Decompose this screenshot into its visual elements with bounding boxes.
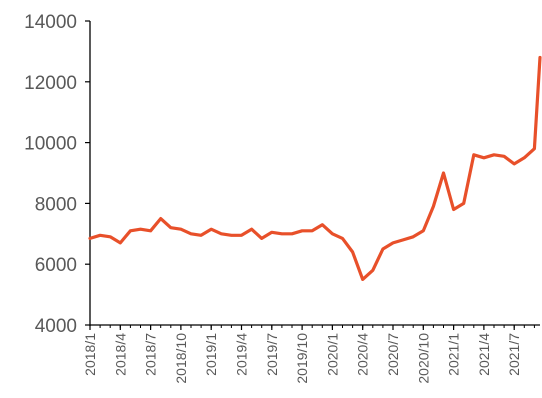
x-tick-label: 2021/7 <box>506 333 522 376</box>
y-tick-label: 8000 <box>35 194 77 215</box>
y-tick-label: 14000 <box>24 12 77 33</box>
x-tick-label: 2020/10 <box>415 333 431 384</box>
y-tick-label: 6000 <box>35 255 77 276</box>
x-tick-label: 2019/1 <box>203 333 219 376</box>
x-tick-label: 2019/10 <box>294 333 310 384</box>
x-tick-label: 2019/4 <box>234 333 250 376</box>
y-tick-label: 12000 <box>24 73 77 94</box>
x-tick-label: 2021/1 <box>446 333 462 376</box>
x-tick-label: 2021/4 <box>476 333 492 376</box>
price-series-line <box>88 55 542 281</box>
x-axis: 2018/1 2018/4 2018/7 2018/10 2019/1 2019/4 201… <box>82 324 540 384</box>
y-axis: 4000 6000 8000 10000 12000 14000 <box>24 12 91 337</box>
y-tick-label: 4000 <box>35 316 77 337</box>
x-tick-label: 2020/7 <box>385 333 401 376</box>
x-tick-label: 2020/4 <box>355 333 371 376</box>
x-tick-label: 2020/1 <box>324 333 340 376</box>
x-tick-label: 2019/7 <box>264 333 280 376</box>
x-tick-label: 2018/4 <box>112 333 128 376</box>
x-tick-label: 2018/7 <box>143 333 159 376</box>
y-tick-label: 10000 <box>24 134 77 155</box>
x-tick-label: 2018/10 <box>173 333 189 384</box>
x-tick-label: 2018/1 <box>82 333 98 376</box>
